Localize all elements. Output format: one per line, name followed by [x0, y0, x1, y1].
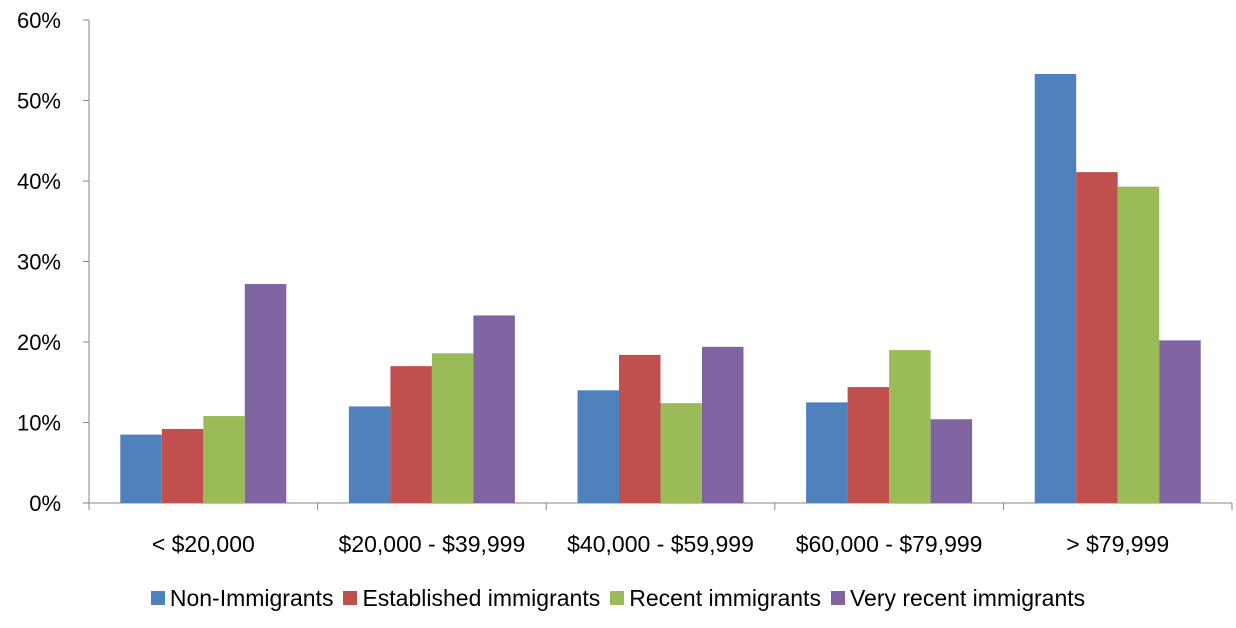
x-tick-label: > $79,999	[1066, 531, 1169, 557]
y-tick-label: 20%	[17, 330, 61, 355]
bars	[120, 74, 1200, 503]
x-axis	[89, 503, 1232, 510]
x-tick-labels: < $20,000 $20,000 - $39,999 $40,000 - $59,…	[152, 531, 1169, 557]
bar	[1035, 74, 1077, 503]
bar	[1118, 187, 1160, 503]
y-tick-label: 60%	[17, 8, 61, 33]
legend-swatch	[831, 591, 845, 605]
bar	[1076, 172, 1118, 503]
legend-swatch	[343, 591, 357, 605]
y-axis: 0% 10% 20% 30% 40% 50% 60%	[17, 8, 89, 516]
bar	[390, 366, 432, 503]
x-tick-label: $60,000 - $79,999	[796, 531, 983, 557]
bar	[806, 402, 848, 503]
y-tick-label: 10%	[17, 411, 61, 436]
y-tick-label: 30%	[17, 250, 61, 275]
legend-swatch	[610, 591, 624, 605]
bar	[432, 353, 474, 503]
y-tick-label: 50%	[17, 89, 61, 114]
bar	[203, 416, 245, 503]
legend-item-very-recent-immigrants: Very recent immigrants	[831, 585, 1085, 612]
bar	[473, 315, 515, 503]
bar	[578, 390, 620, 503]
legend-label: Recent immigrants	[629, 585, 821, 612]
x-tick-label: $40,000 - $59,999	[567, 531, 754, 557]
bar	[848, 387, 890, 503]
bar	[162, 429, 204, 503]
legend-item-recent-immigrants: Recent immigrants	[610, 585, 821, 612]
legend-swatch	[151, 591, 165, 605]
bar	[349, 406, 391, 503]
bar	[702, 347, 744, 503]
x-tick-label: $20,000 - $39,999	[339, 531, 526, 557]
x-tick-label: < $20,000	[152, 531, 255, 557]
bar	[1159, 340, 1201, 503]
legend-label: Very recent immigrants	[850, 585, 1085, 612]
legend-label: Non-Immigrants	[170, 585, 334, 612]
legend-item-established-immigrants: Established immigrants	[343, 585, 600, 612]
bar	[931, 419, 973, 503]
y-tick-label: 40%	[17, 169, 61, 194]
y-tick-label: 0%	[29, 491, 61, 516]
bar	[120, 435, 162, 503]
bar	[661, 403, 703, 503]
legend-item-non-immigrants: Non-Immigrants	[151, 585, 334, 612]
bar	[245, 284, 286, 503]
bar	[889, 350, 931, 503]
bar	[619, 355, 661, 503]
legend-label: Established immigrants	[362, 585, 600, 612]
legend: Non-Immigrants Established immigrants Re…	[0, 580, 1236, 616]
